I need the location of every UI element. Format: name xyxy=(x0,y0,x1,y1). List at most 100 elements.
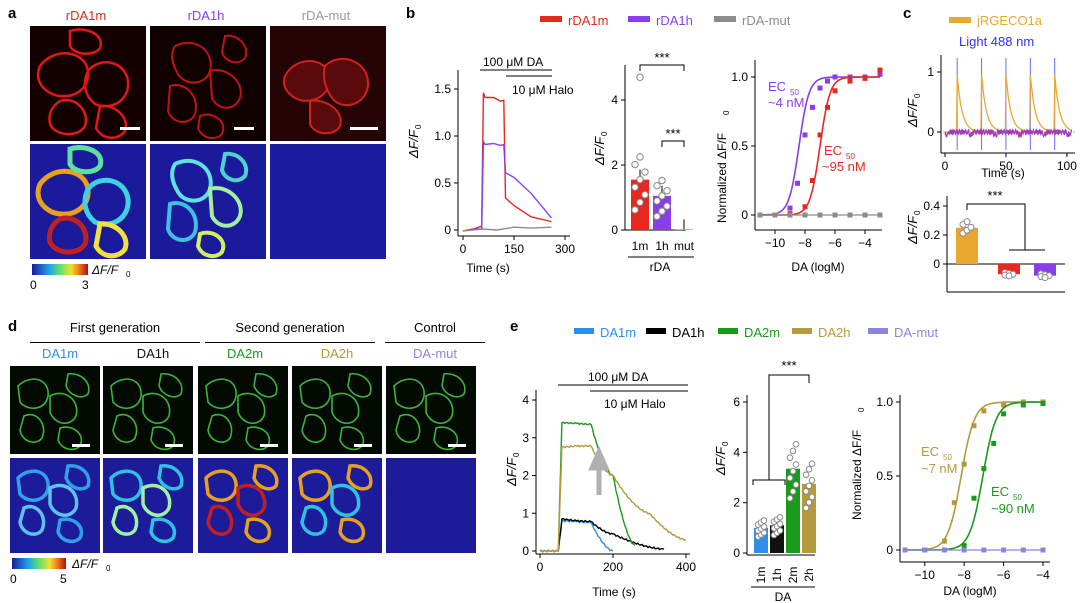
b-dose-point-rda1h-6 xyxy=(817,85,823,91)
a-cell-outline-1 xyxy=(36,28,140,139)
b-trace-xtick-label-2: 300 xyxy=(555,242,575,256)
panel-letter-a: a xyxy=(8,5,17,22)
e-bar-xlabel-1h: 1h xyxy=(770,568,784,581)
e-bar-xlabel-2h: 2h xyxy=(802,568,816,581)
e-trace-ytick-label-1: 1 xyxy=(522,506,529,520)
e-dose-point-da2h-5 xyxy=(971,423,977,429)
c-bar-ylabel: ΔF/F xyxy=(905,215,920,245)
b-trace-annot-da: 100 μM DA xyxy=(483,55,543,69)
b-dose-point-rdamut-8 xyxy=(877,212,883,218)
d-heatmap-da2h xyxy=(292,458,382,553)
b-dose-xtick-label-1: −8 xyxy=(798,236,812,250)
b-dose-point-rdamut-7 xyxy=(862,212,868,218)
b-trace-line-rda1h xyxy=(462,139,552,232)
b-bar-ytick-label-2: 4 xyxy=(611,93,618,107)
e-dose-xtick-label-2: −6 xyxy=(997,568,1011,582)
d-group-control: Control xyxy=(414,320,456,335)
b-trace-chart: 100 μM DA 10 μM Halo 0 0.5 1.0 1.5 0 150 300 Δ… xyxy=(406,55,575,275)
b-dose-ytick-label-0: 0 xyxy=(741,208,748,222)
e-trace-ytick-label-4: 4 xyxy=(522,393,529,407)
e-dose-xtick-label-0: −10 xyxy=(915,568,936,582)
e-legend-swatch-da2m xyxy=(718,328,738,334)
e-bar-dot-2h-2 xyxy=(808,493,816,501)
d-colorbar-min: 0 xyxy=(10,572,17,586)
e-dose-point-da2h-7 xyxy=(1001,402,1007,408)
b-bar-sig2-bracket xyxy=(661,140,685,147)
b-bar-xlabel-1h: 1h xyxy=(655,239,668,253)
c-trace-plot: 0 1 0 50 100 xyxy=(927,55,1077,173)
e-dose-point-damut-7 xyxy=(1040,547,1046,553)
b-dose-ec-m-sub: 50 xyxy=(846,152,855,161)
e-dose-ytick-label-0: 0 xyxy=(886,543,893,557)
d-image-da2h xyxy=(292,366,382,454)
e-trace-line-da1h xyxy=(539,517,665,553)
e-trace-ytick-label-0: 0 xyxy=(522,544,529,558)
d-colorbar-max: 5 xyxy=(60,572,67,586)
b-trace-xtick-label-0: 0 xyxy=(460,242,467,256)
e-bar-dot-2m-4 xyxy=(789,467,797,475)
e-bar-2m xyxy=(786,468,800,553)
panel-letter-d: d xyxy=(8,318,18,335)
d-group-second: Second generation xyxy=(235,320,345,335)
c-bar-dot-2-4 xyxy=(1041,274,1049,282)
b-bar-sig2: *** xyxy=(665,126,680,141)
d-title-da2h: DA2h xyxy=(320,346,354,361)
c-bar-sig: *** xyxy=(987,188,1002,203)
a-colorbar-min: 0 xyxy=(30,278,37,292)
a-title-rda1h: rDA1h xyxy=(187,8,225,23)
c-bar-rda1m xyxy=(998,264,1020,275)
e-trace-line-da2h xyxy=(539,444,687,553)
e-trace-ytick-label-3: 3 xyxy=(522,431,529,445)
b-dose-point-rda1h-3 xyxy=(795,180,800,186)
b-trace-annot-halo: 10 μM Halo xyxy=(512,83,574,97)
e-legend-da1h: DA1h xyxy=(672,325,705,340)
b-legend-swatch-rda1m xyxy=(540,16,562,22)
b-bar-dot-1m-1 xyxy=(636,198,644,206)
a-heatmap-rda1m xyxy=(30,144,146,259)
b-bar-sig1-bracket xyxy=(639,64,685,71)
b-dose-plot: 0 0.5 1.0 −10 −8 −6 −4 xyxy=(731,60,883,250)
b-bar-sig1: *** xyxy=(654,50,669,65)
a-cell-outline-3 xyxy=(282,57,378,135)
e-legend-swatch-da1m xyxy=(574,328,594,334)
e-dose-ysub: 0 xyxy=(857,407,866,412)
b-bar-dot-1h-5 xyxy=(663,187,671,195)
e-legend-damut: DA-mut xyxy=(894,325,938,340)
e-bar-dot-1h-5 xyxy=(776,520,784,528)
d-title-da1h: DA1h xyxy=(136,346,170,361)
c-bar-plot: 0 0.2 0.4 *** xyxy=(923,188,1065,293)
b-bar-dot-1m-5 xyxy=(641,168,649,176)
a-heat-outline-1 xyxy=(35,145,131,259)
c-trace-ylabel: ΔF/F xyxy=(905,98,920,128)
b-legend-rdamut: rDA-mut xyxy=(742,13,791,28)
b-trace-plot: 0 0.5 1.0 1.5 0 150 300 xyxy=(434,70,575,256)
b-trace-line-rdamut xyxy=(462,226,552,232)
e-dose-point-damut-6 xyxy=(1020,547,1026,553)
e-bar-dot-2h-1 xyxy=(805,499,813,506)
c-light-label: Light 488 nm xyxy=(959,34,1034,49)
e-trace-chart: 100 μM DA 10 μM Halo 0 1 2 3 4 0 200 400 ΔF/F 0… xyxy=(504,370,696,599)
e-bar-ytick-label-2: 4 xyxy=(733,445,740,459)
c-bar-ytick-label-2: 0.4 xyxy=(923,199,940,213)
d-group-first: First generation xyxy=(69,320,161,335)
e-dose-point-damut-1 xyxy=(922,547,928,553)
b-bar-dot-1h-2 xyxy=(663,202,671,210)
c-legend-swatch xyxy=(949,17,971,23)
c-bar-sig-bracket xyxy=(966,203,1045,251)
d-colorbar-label-sub: 0 xyxy=(106,564,111,573)
e-dose-plot: 0 0.5 1.0 −10 −8 −6 −4 xyxy=(876,395,1050,582)
b-dose-ec-m: EC xyxy=(824,143,842,158)
b-bar-dot-1m-2 xyxy=(641,191,649,199)
d-group-second-line xyxy=(205,342,375,343)
e-dose-point-da2h-3 xyxy=(951,500,957,506)
e-bar-dot-1h-2 xyxy=(776,527,784,534)
e-bar-dot-1m-8 xyxy=(760,517,768,524)
c-bar-jrgeco1a xyxy=(956,227,978,264)
e-bar-dot-2m-6 xyxy=(786,454,794,462)
b-dose-ec-h-sub: 50 xyxy=(790,88,799,97)
e-trace-xtick-label-1: 200 xyxy=(603,560,623,574)
b-dose-chart: 0 0.5 1.0 −10 −8 −6 −4 Normalized ΔF/F 0 DA (l… xyxy=(715,60,883,274)
b-dose-point-rdamut-6 xyxy=(847,212,853,218)
e-dose-point-da2m-4 xyxy=(971,495,977,501)
c-trace-xtick-label-1: 50 xyxy=(999,159,1013,173)
